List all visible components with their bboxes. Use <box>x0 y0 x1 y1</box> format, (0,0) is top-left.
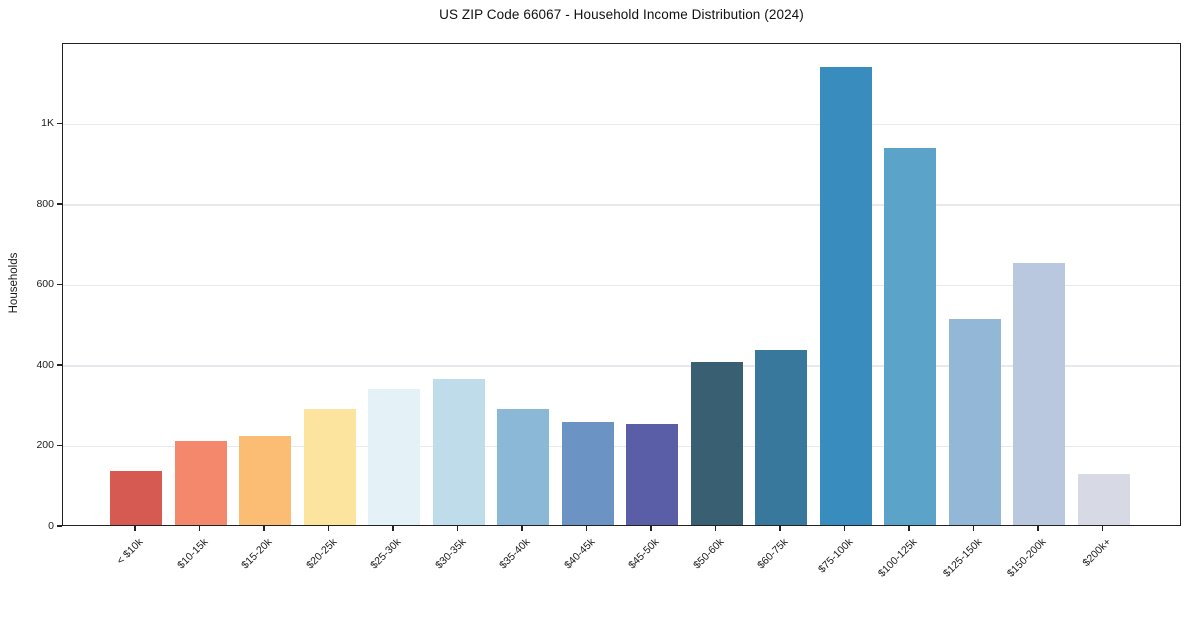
bar-$75-100k <box>819 66 872 525</box>
y-tick-800 <box>57 203 62 205</box>
y-tick-label-1K: 1K <box>41 117 54 129</box>
x-tick-label-$150-200k: $150-200k <box>1004 536 1049 580</box>
x-tick-label-$60-75k: $60-75k <box>755 536 791 572</box>
chart-title: US ZIP Code 66067 - Household Income Dis… <box>439 7 804 22</box>
x-tick-label-$50-60k: $50-60k <box>690 536 726 572</box>
gridline-800 <box>63 204 1180 206</box>
bar-$50-60k <box>690 361 743 525</box>
x-tick-label-$45-50k: $45-50k <box>626 536 662 572</box>
x-tick-label-$20-25k: $20-25k <box>303 536 339 572</box>
x-tick-label-< $10k: < $10k <box>114 536 146 567</box>
y-tick-label-0: 0 <box>48 519 54 532</box>
bar-$150-200k <box>1013 262 1065 525</box>
x-tick-$25-30k <box>392 526 394 531</box>
x-tick-$50-60k <box>714 526 717 531</box>
x-tick-label-$125-150k: $125-150k <box>940 536 984 580</box>
x-tick-label-$30-35k: $30-35k <box>432 536 468 572</box>
y-tick-600 <box>57 283 62 286</box>
bar-$35-40k <box>497 409 549 525</box>
y-tick-400 <box>57 364 62 366</box>
gridline-600 <box>63 284 1180 287</box>
bar-$125-150k <box>948 318 1001 525</box>
gridline-200 <box>63 445 1180 448</box>
bar-$15-20k <box>239 435 291 525</box>
y-tick-1K <box>57 122 62 125</box>
bar-$60-75k <box>755 349 807 525</box>
x-tick-label-$200k+: $200k+ <box>1079 536 1113 570</box>
x-tick-$200k+ <box>1101 526 1104 531</box>
x-tick-$75-100k <box>843 526 846 531</box>
y-tick-200 <box>57 444 62 447</box>
x-tick-label-$100-125k: $100-125k <box>875 536 920 580</box>
y-axis-label: Households <box>8 252 20 314</box>
bar-< $10k <box>110 471 162 525</box>
x-tick-label-$75-100k: $75-100k <box>815 536 855 576</box>
bar-$20-25k <box>303 409 356 525</box>
x-tick-< $10k <box>134 526 136 531</box>
x-tick-$125-150k <box>972 526 975 531</box>
bar-$40-45k <box>561 422 614 525</box>
x-tick-$20-25k <box>327 526 330 531</box>
bar-$10-15k <box>174 441 227 525</box>
gridline-400 <box>63 365 1180 367</box>
x-tick-label-$25-30k: $25-30k <box>368 536 404 572</box>
y-tick-0 <box>57 525 62 527</box>
x-tick-label-$10-15k: $10-15k <box>174 536 210 572</box>
plot-area <box>62 43 1181 526</box>
y-tick-label-200: 200 <box>36 439 54 451</box>
x-tick-label-$15-20k: $15-20k <box>239 536 275 572</box>
bar-$100-125k <box>884 148 936 525</box>
bar-$25-30k <box>368 388 420 525</box>
x-tick-$15-20k <box>263 526 265 531</box>
bar-$30-35k <box>432 379 485 525</box>
x-tick-$35-40k <box>521 526 523 531</box>
gridline-1K <box>63 123 1180 126</box>
x-tick-$40-45k <box>585 526 588 531</box>
x-tick-$45-50k <box>650 526 652 531</box>
bar-$200k+ <box>1077 473 1130 525</box>
x-tick-$60-75k <box>779 526 781 531</box>
x-tick-$30-35k <box>456 526 459 531</box>
x-tick-$100-125k <box>908 526 910 531</box>
figure-canvas: { "chart_data": { "type": "bar", "title"… <box>8 7 1181 580</box>
x-tick-$150-200k <box>1037 526 1039 531</box>
bar-$45-50k <box>626 423 678 525</box>
x-tick-label-$40-45k: $40-45k <box>561 536 597 572</box>
x-tick-label-$35-40k: $35-40k <box>497 536 533 572</box>
x-tick-$10-15k <box>198 526 201 531</box>
